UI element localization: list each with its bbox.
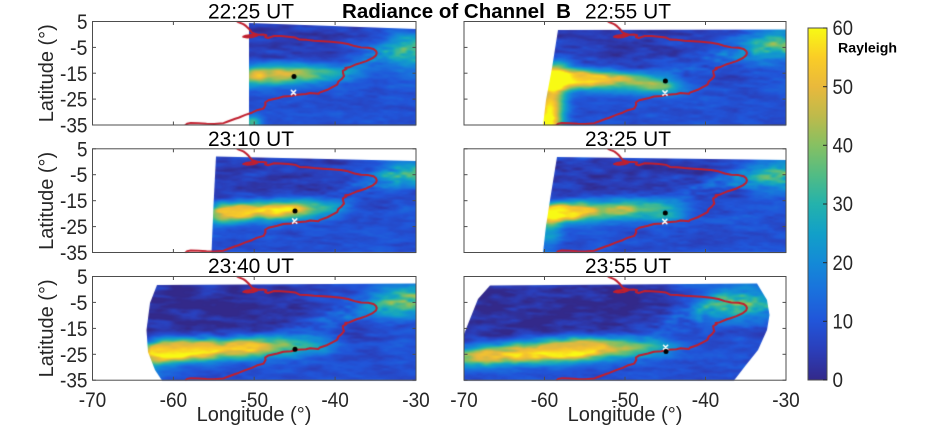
svg-text:40: 40 <box>833 135 854 158</box>
svg-text:-25: -25 <box>60 344 88 367</box>
svg-text:-15: -15 <box>60 190 88 213</box>
svg-text:50: 50 <box>833 76 854 99</box>
svg-text:Latitude (°): Latitude (°) <box>36 24 58 122</box>
svg-text:Longitude (°): Longitude (°) <box>197 404 312 425</box>
svg-text:23:10 UT: 23:10 UT <box>208 128 294 151</box>
svg-text:-5: -5 <box>70 164 88 187</box>
svg-text:-35: -35 <box>60 242 88 265</box>
svg-text:60: 60 <box>833 17 854 40</box>
svg-text:-15: -15 <box>60 63 88 86</box>
svg-text:-5: -5 <box>70 37 88 60</box>
svg-text:-40: -40 <box>692 389 720 412</box>
svg-text:Radiance of Channel B: Radiance of Channel B <box>342 0 571 23</box>
svg-text:22:55 UT: 22:55 UT <box>585 1 671 24</box>
svg-text:Latitude (°): Latitude (°) <box>36 152 58 250</box>
svg-text:-30: -30 <box>402 389 430 412</box>
svg-text:23:55 UT: 23:55 UT <box>585 255 671 278</box>
svg-text:-35: -35 <box>60 115 88 138</box>
svg-text:-70: -70 <box>79 389 107 412</box>
svg-text:23:25 UT: 23:25 UT <box>585 128 671 151</box>
svg-text:-25: -25 <box>60 216 88 239</box>
svg-text:5: 5 <box>77 138 88 161</box>
svg-text:-5: -5 <box>70 292 88 315</box>
svg-text:22:25 UT: 22:25 UT <box>208 1 294 24</box>
svg-text:5: 5 <box>77 266 88 289</box>
svg-text:Latitude (°): Latitude (°) <box>36 279 58 377</box>
svg-text:-25: -25 <box>60 89 88 112</box>
svg-text:-15: -15 <box>60 318 88 341</box>
svg-text:-50: -50 <box>611 389 639 412</box>
svg-text:20: 20 <box>833 252 854 275</box>
svg-text:-70: -70 <box>450 389 478 412</box>
svg-text:-60: -60 <box>160 389 188 412</box>
svg-text:-40: -40 <box>321 389 349 412</box>
svg-text:Rayleigh: Rayleigh <box>838 41 897 56</box>
svg-text:30: 30 <box>833 193 854 216</box>
svg-text:-60: -60 <box>531 389 559 412</box>
svg-text:10: 10 <box>833 311 854 334</box>
svg-text:5: 5 <box>77 11 88 34</box>
svg-text:23:40 UT: 23:40 UT <box>208 255 294 278</box>
svg-text:-35: -35 <box>60 370 88 393</box>
svg-text:Longitude (°): Longitude (°) <box>568 404 683 425</box>
svg-text:-50: -50 <box>241 389 269 412</box>
svg-text:-30: -30 <box>772 389 800 412</box>
svg-text:0: 0 <box>833 369 844 392</box>
